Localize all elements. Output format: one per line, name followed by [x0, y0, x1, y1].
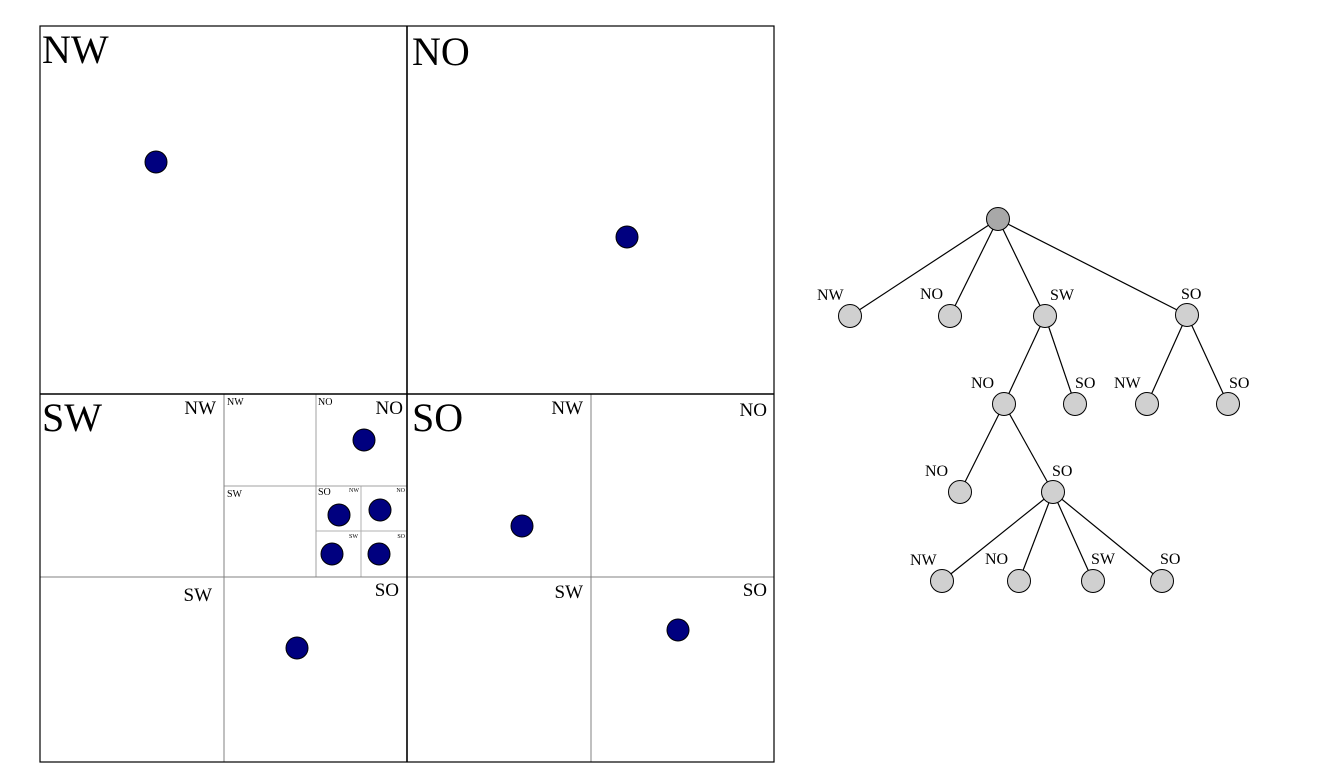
- point: [615, 225, 639, 249]
- tree-nodes: [838, 207, 1240, 593]
- tree-label-leaf-no: NO: [985, 551, 1008, 568]
- tree-node-so-so: [1216, 392, 1240, 416]
- tree-label-leaf-so: SO: [1160, 551, 1180, 568]
- tree-label-sw-no-so: SO: [1052, 463, 1072, 480]
- tree-label-so-nw: NW: [1114, 375, 1142, 392]
- label-sw-so: SO: [375, 580, 399, 601]
- tree-label-leaf-sw: SW: [1091, 551, 1116, 568]
- label-nw: NW: [42, 27, 109, 72]
- label-so-sw: SW: [555, 582, 584, 603]
- tree-label-sw-so: SO: [1075, 375, 1095, 392]
- label-so-so: SO: [743, 580, 767, 601]
- tree-leaf-no: [1007, 569, 1031, 593]
- label-sw-no-so-nw: NW: [349, 488, 359, 494]
- tree-label-nw: NW: [817, 287, 845, 304]
- label-sw: SW: [42, 395, 102, 440]
- tree-node-sw-no-so: [1041, 480, 1065, 504]
- top-level-grid-lines: [40, 26, 774, 762]
- label-sw-no-so-no: NO: [396, 488, 405, 494]
- label-sw-sw: SW: [184, 585, 213, 606]
- label-sw-no-so-so: SO: [397, 534, 405, 540]
- tree-leaf-sw: [1081, 569, 1105, 593]
- tree-node-sw-so: [1063, 392, 1087, 416]
- tree-labels: NW NO SW SO NO SO NW SO NO SO NW NO SW S…: [817, 286, 1249, 569]
- point: [327, 503, 351, 527]
- tree-leaf-nw: [930, 569, 954, 593]
- label-sw-no-so: SO: [318, 487, 331, 498]
- label-sw-nw: NW: [184, 398, 216, 419]
- tree-node-no: [938, 304, 962, 328]
- point: [285, 636, 309, 660]
- point: [320, 542, 344, 566]
- point: [367, 542, 391, 566]
- fine-grid-lines: [316, 486, 407, 577]
- tree-label-so: SO: [1181, 286, 1201, 303]
- tree-label-sw-no: NO: [971, 375, 994, 392]
- label-so-nw: NW: [551, 398, 583, 419]
- tree-label-sw: SW: [1050, 287, 1075, 304]
- label-sw-no-sw: SW: [227, 489, 243, 500]
- label-sw-no-no-small: NO: [318, 397, 332, 408]
- tree-label-leaf-nw: NW: [910, 552, 938, 569]
- point: [510, 514, 534, 538]
- tree-root-node: [986, 207, 1010, 231]
- level2-grid-lines: [40, 394, 774, 762]
- tree-leaf-so: [1150, 569, 1174, 593]
- level3-grid-lines: [224, 394, 407, 577]
- label-no: NO: [412, 29, 470, 74]
- quadtree-tree: NW NO SW SO NO SO NW SO NO SO NW NO SW S…: [817, 207, 1249, 593]
- tree-node-sw: [1033, 304, 1057, 328]
- label-so: SO: [412, 395, 463, 440]
- point: [352, 428, 376, 452]
- data-points: [144, 150, 690, 660]
- label-so-no: NO: [740, 400, 767, 421]
- tree-node-so-nw: [1135, 392, 1159, 416]
- tree-label-sw-no-no: NO: [925, 463, 948, 480]
- label-sw-no-so-sw: SW: [349, 534, 358, 540]
- point: [144, 150, 168, 174]
- tree-node-sw-no-no: [948, 480, 972, 504]
- quadtree-map: NW NO SW SO NW SW SO NW NO NO SW SO NW N…: [39, 25, 775, 763]
- tree-node-so: [1175, 303, 1199, 327]
- quadtree-border: [39, 25, 775, 763]
- tree-edges: [849, 218, 1229, 582]
- tree-node-nw: [838, 304, 862, 328]
- label-sw-no: NO: [376, 398, 403, 419]
- label-sw-no-nw: NW: [227, 397, 244, 408]
- tree-label-so-so: SO: [1229, 375, 1249, 392]
- point: [368, 498, 392, 522]
- tree-node-sw-no: [992, 392, 1016, 416]
- point: [666, 618, 690, 642]
- tree-label-no: NO: [920, 286, 943, 303]
